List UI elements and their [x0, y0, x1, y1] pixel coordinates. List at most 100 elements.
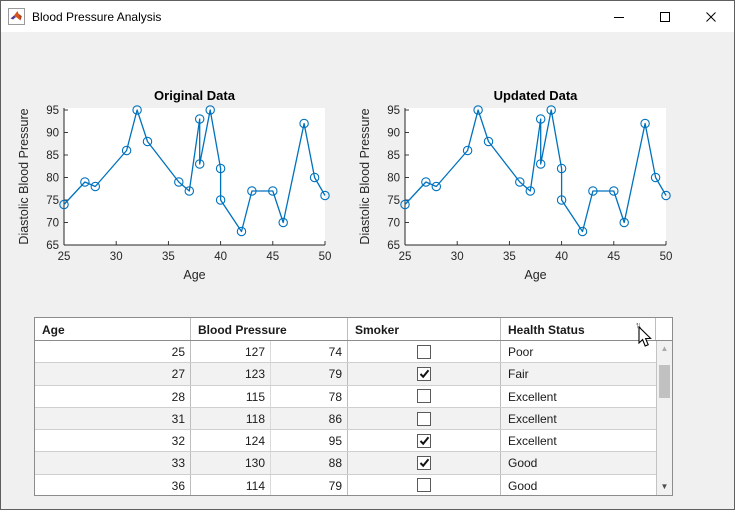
cell-blood-pressure: 115 78 [191, 385, 348, 407]
cell-systolic[interactable]: 114 [191, 474, 271, 495]
cell-diastolic[interactable]: 78 [328, 389, 342, 404]
cell-blood-pressure: 127 74 [191, 341, 348, 363]
table-row[interactable]: 28 115 78 Excellent [35, 385, 656, 408]
cell-age[interactable]: 33 [35, 452, 191, 474]
svg-text:30: 30 [110, 251, 123, 263]
scrollbar-thumb[interactable] [659, 365, 670, 398]
svg-text:95: 95 [387, 105, 400, 117]
cell-systolic[interactable]: 127 [191, 341, 271, 363]
svg-text:Diastolic Blood Pressure: Diastolic Blood Pressure [17, 108, 31, 244]
updated-data-chart: 25 30 35 40 45 50 65 70 75 80 85 90 95 Updated Data Ag… [358, 88, 672, 282]
cell-blood-pressure: 124 95 [191, 430, 348, 452]
column-header-health-status[interactable]: Health Status ↑↓ [501, 318, 656, 340]
cell-health-status[interactable]: Excellent [508, 389, 557, 404]
column-header-label: Smoker [355, 323, 400, 337]
patient-table[interactable]: Age Blood Pressure Smoker Health Status ↑↓ 2… [34, 317, 673, 496]
window-controls [596, 1, 734, 32]
cell-age[interactable]: 36 [35, 474, 191, 495]
smoker-checkbox[interactable] [417, 433, 431, 448]
cell-diastolic[interactable]: 79 [328, 367, 342, 382]
column-header-label: Health Status [508, 323, 585, 337]
sort-arrows-icon[interactable]: ↑↓ [635, 320, 642, 330]
original-data-chart: 25 30 35 40 45 50 65 70 75 80 85 90 95 Original Data A… [17, 88, 331, 282]
svg-text:30: 30 [451, 251, 464, 263]
cell-smoker [348, 452, 501, 474]
svg-text:80: 80 [387, 173, 400, 185]
table-row[interactable]: 25 127 74 Poor [35, 341, 656, 364]
cell-diastolic[interactable]: 95 [328, 434, 342, 449]
table-row[interactable]: 32 124 95 Excellent [35, 430, 656, 453]
svg-text:Original Data: Original Data [154, 88, 236, 103]
svg-text:95: 95 [46, 105, 59, 117]
cell-blood-pressure: 123 79 [191, 363, 348, 385]
svg-text:70: 70 [46, 218, 59, 230]
cell-diastolic[interactable]: 86 [328, 411, 342, 426]
svg-text:85: 85 [387, 150, 400, 162]
svg-text:85: 85 [46, 150, 59, 162]
cell-systolic[interactable]: 123 [191, 363, 271, 385]
svg-text:25: 25 [399, 251, 412, 263]
column-header-age[interactable]: Age [35, 318, 191, 340]
table-header-row: Age Blood Pressure Smoker Health Status ↑↓ [35, 318, 672, 341]
svg-text:90: 90 [387, 128, 400, 140]
cell-diastolic[interactable]: 88 [328, 456, 342, 471]
cell-systolic[interactable]: 118 [191, 407, 271, 430]
cell-health-status[interactable]: Good [508, 478, 538, 493]
cell-systolic[interactable]: 124 [191, 430, 271, 452]
cell-age[interactable]: 27 [35, 363, 191, 385]
cell-health-status[interactable]: Good [508, 456, 538, 471]
cell-diastolic[interactable]: 79 [328, 478, 342, 493]
smoker-checkbox[interactable] [417, 344, 431, 359]
close-icon [706, 11, 716, 22]
svg-text:65: 65 [387, 240, 400, 252]
cell-age[interactable]: 31 [35, 407, 191, 430]
smoker-checkbox[interactable] [417, 411, 431, 426]
table-row[interactable]: 27 123 79 Fair [35, 363, 656, 386]
table-row[interactable]: 33 130 88 Good [35, 452, 656, 475]
table-row[interactable]: 31 118 86 Excellent [35, 407, 656, 431]
svg-text:80: 80 [46, 173, 59, 185]
cell-age[interactable]: 32 [35, 430, 191, 452]
scroll-up-icon[interactable]: ▲ [660, 344, 669, 353]
svg-text:65: 65 [46, 240, 59, 252]
column-header-smoker[interactable]: Smoker [348, 318, 501, 340]
svg-text:35: 35 [162, 251, 175, 263]
svg-text:40: 40 [214, 251, 227, 263]
figure-canvas: 25 30 35 40 45 50 65 70 75 80 85 90 95 Original Data A… [1, 32, 734, 509]
checkmark-icon [419, 369, 429, 379]
cell-health-status[interactable]: Excellent [508, 434, 557, 449]
smoker-checkbox[interactable] [417, 478, 431, 493]
table-scrollbar[interactable]: ▲ ▼ [656, 341, 672, 495]
smoker-checkbox[interactable] [417, 389, 431, 404]
cell-age[interactable]: 25 [35, 341, 191, 363]
cell-health-status[interactable]: Fair [508, 367, 529, 382]
title-bar[interactable]: Blood Pressure Analysis [1, 1, 734, 32]
cell-blood-pressure: 114 79 [191, 474, 348, 495]
svg-text:25: 25 [58, 251, 71, 263]
table-row[interactable]: 36 114 79 Good [35, 474, 656, 495]
cell-diastolic[interactable]: 74 [328, 345, 342, 359]
column-header-blood-pressure[interactable]: Blood Pressure [191, 318, 348, 340]
smoker-checkbox[interactable] [417, 456, 431, 471]
cell-systolic[interactable]: 115 [191, 385, 271, 407]
minimize-button[interactable] [596, 1, 642, 32]
table-body: 25 127 74 Poor 27 123 79 Fair 28 115 78 Excellent 31… [35, 341, 656, 495]
cell-smoker [348, 474, 501, 495]
cell-age[interactable]: 28 [35, 385, 191, 407]
header-scrollbar-spacer [656, 318, 672, 340]
checkmark-icon [419, 436, 429, 446]
close-button[interactable] [688, 1, 734, 32]
cell-health-status[interactable]: Excellent [508, 411, 557, 426]
cell-systolic[interactable]: 130 [191, 452, 271, 474]
cell-blood-pressure: 118 86 [191, 407, 348, 430]
matlab-app-icon [8, 8, 25, 25]
svg-text:Diastolic Blood Pressure: Diastolic Blood Pressure [358, 108, 372, 244]
svg-text:75: 75 [387, 195, 400, 207]
maximize-button[interactable] [642, 1, 688, 32]
svg-text:45: 45 [266, 251, 279, 263]
smoker-checkbox[interactable] [417, 366, 431, 381]
cell-health-status[interactable]: Poor [508, 345, 534, 359]
scroll-down-icon[interactable]: ▼ [660, 482, 669, 491]
svg-text:45: 45 [607, 251, 620, 263]
